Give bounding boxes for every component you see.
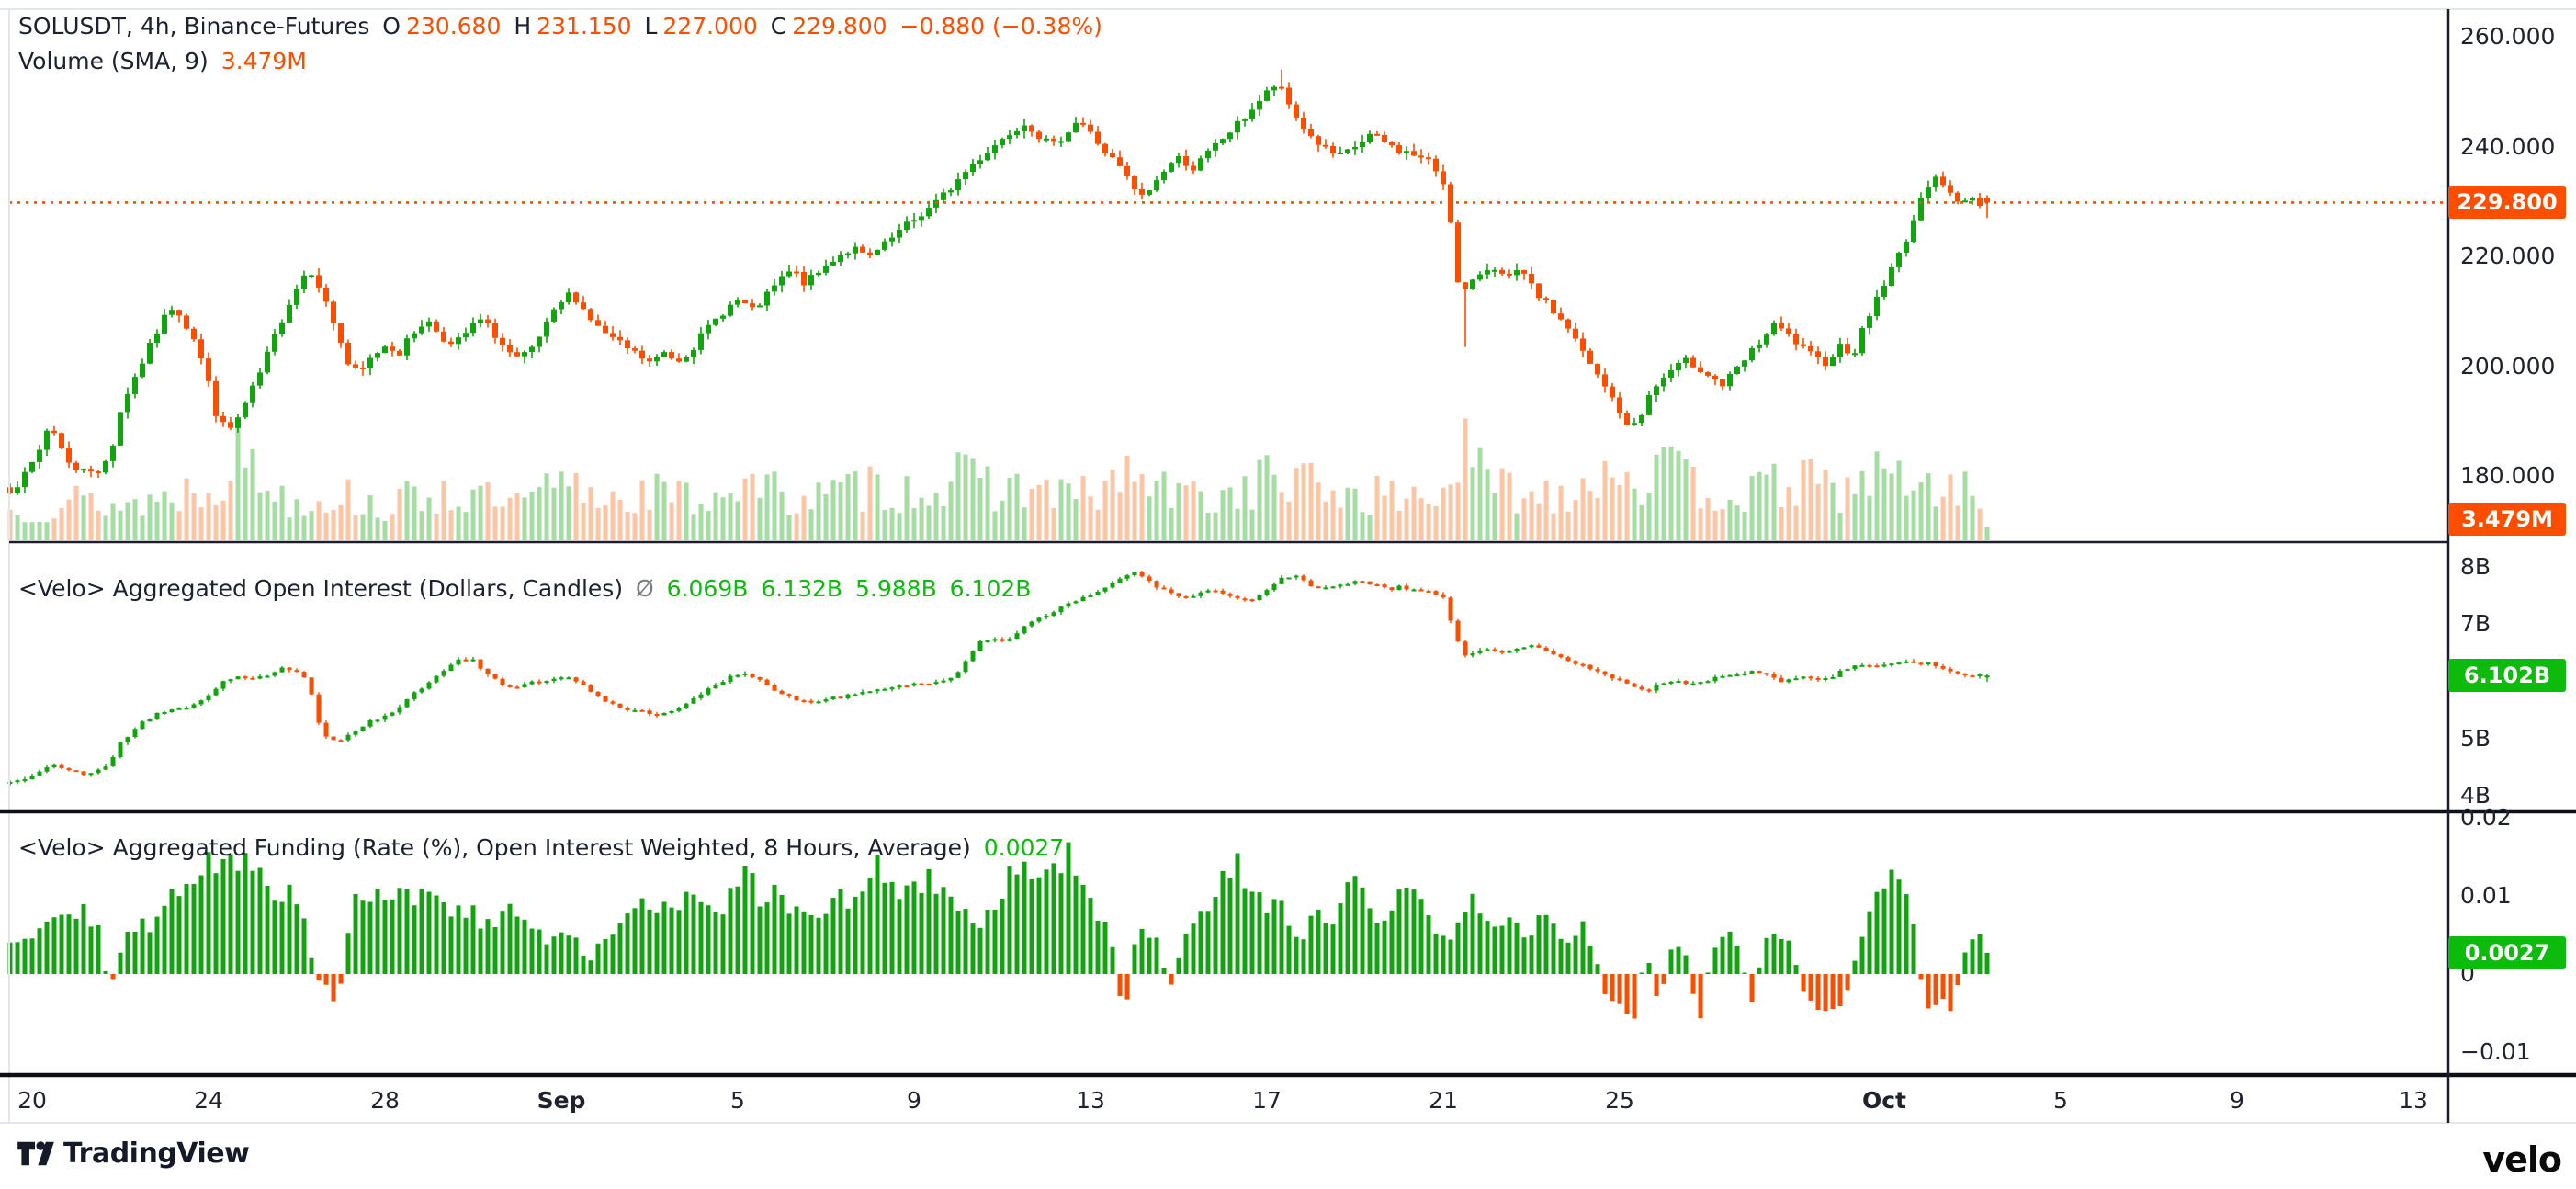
legend-part: 6.069B — [666, 575, 749, 602]
price-pane[interactable] — [9, 9, 2448, 542]
time-axis-tick: 5 — [2053, 1087, 2068, 1114]
legend-part: 3.479M — [213, 48, 307, 74]
legend-part: O — [375, 13, 401, 40]
tradingview-attribution[interactable]: TradingView — [17, 1138, 250, 1170]
legend-part: 0.0027 — [976, 834, 1065, 861]
oi-axis-tick: 4B — [2460, 782, 2491, 809]
tradingview-logo-text: TradingView — [63, 1138, 250, 1170]
funding-axis-tick: −0.01 — [2460, 1038, 2531, 1065]
price-axis-tick: 200.000 — [2460, 352, 2556, 379]
funding-legend: <Velo> Aggregated Funding (Rate (%), Ope… — [18, 834, 1069, 861]
time-axis-tick: 17 — [1252, 1087, 1282, 1114]
time-axis-tick: 20 — [17, 1087, 47, 1114]
last-oi-badge: 6.102B — [2448, 659, 2566, 693]
legend-part: Ø — [628, 575, 661, 602]
legend-part: 229.800 — [792, 13, 887, 40]
legend-part: 6.102B — [942, 575, 1032, 602]
legend-part: 227.000 — [662, 13, 758, 40]
funding-axis-tick: 0.02 — [2460, 804, 2512, 831]
funding-pane[interactable] — [9, 815, 2448, 1075]
time-axis-tick: Oct — [1861, 1087, 1907, 1114]
open-interest-legend: <Velo> Aggregated Open Interest (Dollars… — [18, 575, 1036, 602]
time-axis-tick: 13 — [2399, 1087, 2428, 1114]
funding-axis-tick: 0.01 — [2460, 882, 2512, 909]
price-axis-tick: 180.000 — [2460, 462, 2556, 489]
oi-axis-tick: 8B — [2460, 553, 2491, 580]
legend-part: 230.680 — [405, 13, 502, 40]
last-funding-badge: 0.0027 — [2448, 936, 2566, 970]
velo-logo: velo — [2482, 1139, 2562, 1180]
time-axis-tick: 9 — [907, 1087, 921, 1114]
legend-part: C — [763, 13, 787, 40]
tradingview-logo-icon — [17, 1140, 54, 1165]
time-axis-tick: 28 — [370, 1087, 400, 1114]
oi-axis-tick: 7B — [2460, 610, 2491, 638]
legend-part: 5.988B — [848, 575, 937, 602]
price-scale[interactable] — [2448, 9, 2576, 1075]
time-axis-tick: 9 — [2230, 1087, 2244, 1114]
price-axis-tick: 260.000 — [2460, 23, 2556, 50]
volume-legend: Volume (SMA, 9) 3.479M — [18, 48, 312, 74]
legend-part: 231.150 — [537, 13, 632, 40]
legend-part: <Velo> Aggregated Open Interest (Dollars… — [18, 575, 624, 602]
time-axis-tick: Sep — [537, 1087, 586, 1114]
legend-part: SOLUSDT, 4h, Binance-Futures — [18, 13, 370, 40]
legend-part: −0.880 (−0.38%) — [892, 13, 1102, 40]
price-axis-tick: 220.000 — [2460, 243, 2556, 269]
time-axis-tick: 5 — [730, 1087, 745, 1114]
legend-part: 6.132B — [753, 575, 843, 602]
time-scale[interactable] — [0, 1077, 2448, 1123]
legend-part: Volume (SMA, 9) — [18, 48, 209, 74]
time-axis-tick: 13 — [1076, 1087, 1105, 1114]
last-volume-badge: 3.479M — [2448, 503, 2566, 536]
last-price-badge: 229.800 — [2448, 186, 2566, 220]
time-axis-tick: 24 — [194, 1087, 223, 1114]
open-interest-pane[interactable] — [9, 544, 2448, 811]
price-axis-tick: 240.000 — [2460, 132, 2556, 160]
legend-part: <Velo> Aggregated Funding (Rate (%), Ope… — [18, 834, 971, 861]
oi-axis-tick: 5B — [2460, 724, 2491, 752]
time-axis-tick: 21 — [1429, 1087, 1458, 1114]
legend-part: L — [637, 13, 658, 40]
time-axis-tick: 25 — [1605, 1087, 1634, 1114]
legend-part: H — [506, 13, 532, 40]
